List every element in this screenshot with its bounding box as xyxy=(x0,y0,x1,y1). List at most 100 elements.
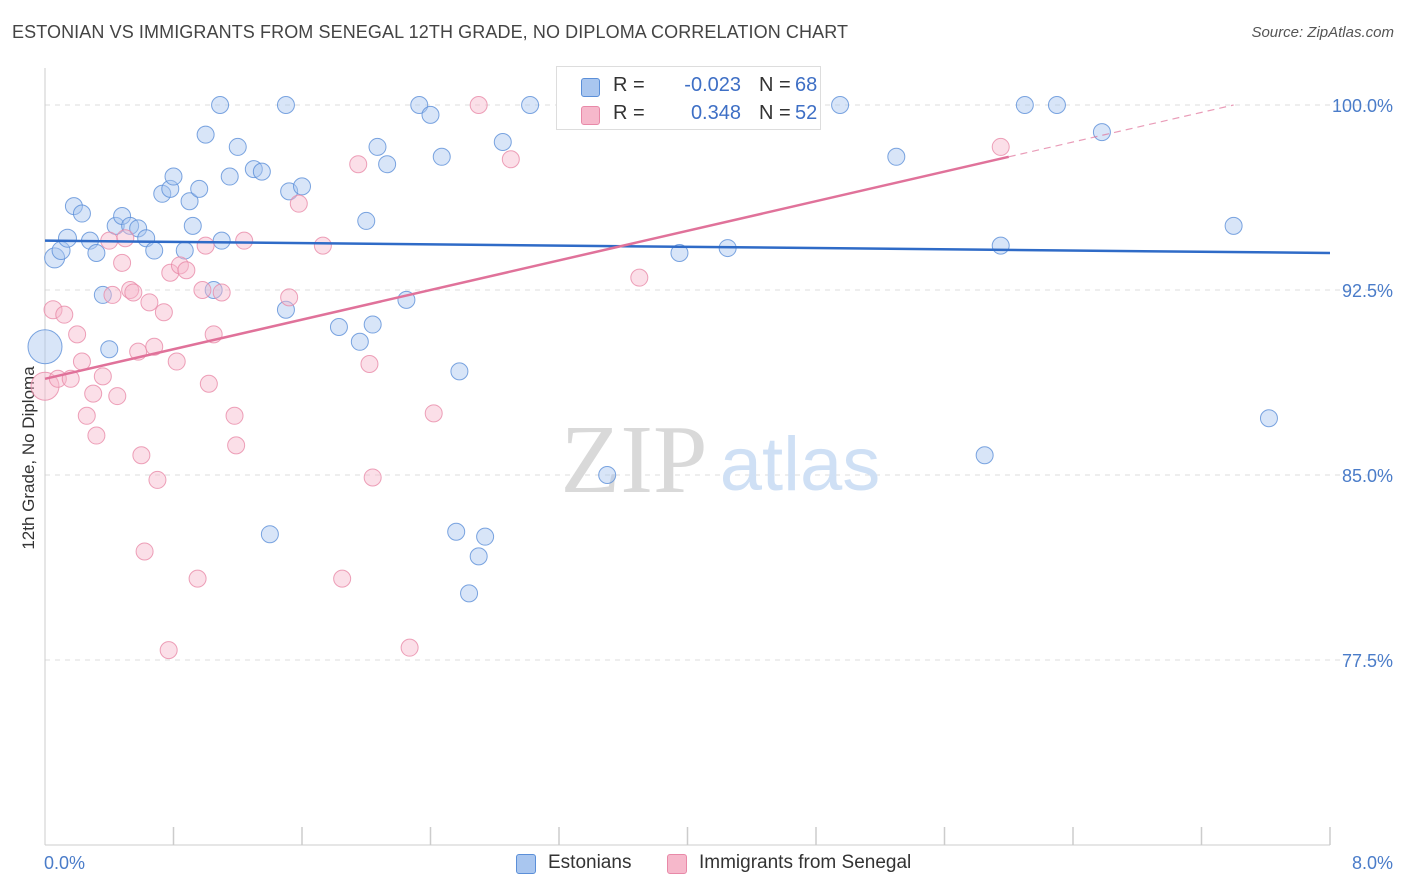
estonians-point xyxy=(212,231,231,250)
estonians-point xyxy=(293,177,311,196)
senegal-point xyxy=(148,470,167,489)
estonians-point xyxy=(450,362,469,381)
senegal-point xyxy=(121,281,140,299)
estonians-point xyxy=(831,96,850,114)
senegal-point xyxy=(167,352,186,371)
chart-title: ESTONIAN VS IMMIGRANTS FROM SENEGAL 12TH… xyxy=(12,22,849,42)
senegal-point xyxy=(108,387,127,406)
watermark-zip: ZIP xyxy=(561,406,708,514)
senegal-point xyxy=(349,155,368,174)
n-label: N = xyxy=(759,102,791,124)
estonians-point xyxy=(378,155,397,174)
source-label: Source: ZipAtlas.com xyxy=(1251,24,1394,41)
estonians-point xyxy=(145,241,164,260)
watermark: ZIP atlas xyxy=(561,406,881,514)
estonians-point xyxy=(260,525,279,544)
senegal-point xyxy=(280,288,299,307)
senegal-point xyxy=(84,384,103,403)
senegal-point xyxy=(124,283,143,302)
estonians-point xyxy=(100,340,119,359)
points-layer xyxy=(27,96,1278,660)
estonians-point xyxy=(183,216,202,235)
senegal-point xyxy=(225,406,244,425)
senegal-point xyxy=(77,406,96,425)
estonians-swatch xyxy=(516,854,536,874)
correlation-legend: R = -0.023 N = 68 R = 0.348 N = 52 xyxy=(556,66,821,130)
estonians-point xyxy=(670,244,689,262)
senegal-trend-line xyxy=(44,155,1010,381)
estonians-point xyxy=(363,315,382,334)
senegal-point xyxy=(188,569,207,588)
senegal-point xyxy=(313,236,332,255)
senegal-point xyxy=(145,337,164,356)
legend-label: Immigrants from Senegal xyxy=(699,852,912,873)
estonians-point xyxy=(57,228,77,248)
estonians-point xyxy=(220,167,239,186)
senegal-point xyxy=(469,96,488,114)
n-value: 68 xyxy=(795,74,818,96)
y-tick-label: 77.5% xyxy=(1342,651,1393,671)
senegal-point xyxy=(132,446,151,465)
estonians-point xyxy=(447,522,466,541)
estonians-point xyxy=(1092,123,1111,142)
senegal-point xyxy=(630,268,649,287)
n-value: 52 xyxy=(795,102,818,124)
estonians-point xyxy=(521,96,540,114)
estonians-point xyxy=(476,527,495,546)
senegal-point xyxy=(991,137,1010,156)
axis-layer xyxy=(44,68,1331,846)
estonians-point xyxy=(164,167,183,186)
senegal-point xyxy=(103,285,122,304)
estonians-point xyxy=(1047,96,1066,114)
senegal-point xyxy=(227,436,246,455)
estonians-point xyxy=(1259,409,1278,428)
senegal-point xyxy=(177,261,196,280)
r-label: R = xyxy=(613,102,645,124)
estonians-point xyxy=(252,162,271,181)
estonians-point xyxy=(357,211,376,230)
estonians-point xyxy=(180,192,199,211)
senegal-point xyxy=(196,236,215,255)
senegal-point xyxy=(140,293,159,312)
senegal-point xyxy=(424,404,443,423)
estonians-point xyxy=(421,105,440,124)
senegal-point xyxy=(55,305,74,324)
y-tick-label: 85.0% xyxy=(1342,466,1393,486)
senegal-point xyxy=(72,352,91,371)
senegal-point xyxy=(135,542,154,561)
estonians-trend-line xyxy=(44,239,1331,255)
estonians-point xyxy=(276,96,295,114)
senegal-point xyxy=(501,150,520,169)
senegal-point xyxy=(212,283,231,302)
r-label: R = xyxy=(613,74,645,96)
estonians-point xyxy=(493,133,512,151)
estonians-point xyxy=(211,96,230,114)
estonians-point xyxy=(87,244,106,262)
senegal-point xyxy=(161,263,180,282)
estonians-point xyxy=(975,446,994,465)
legend-label: Estonians xyxy=(548,852,632,873)
senegal-point xyxy=(235,231,254,250)
senegal-point xyxy=(30,371,60,401)
grid-layer xyxy=(45,104,1390,661)
senegal-point xyxy=(333,569,352,588)
senegal-point xyxy=(289,194,308,213)
r-value: -0.023 xyxy=(684,74,741,96)
senegal-point xyxy=(154,303,173,322)
estonians-point xyxy=(228,137,247,156)
senegal-swatch xyxy=(581,106,600,125)
estonians-swatch xyxy=(581,78,600,97)
estonians-point xyxy=(190,179,209,198)
n-label: N = xyxy=(759,74,791,96)
senegal-swatch xyxy=(667,854,687,874)
estonians-point xyxy=(93,285,112,304)
senegal-point xyxy=(93,367,112,386)
y-tick-label: 92.5% xyxy=(1342,281,1393,301)
estonians-point xyxy=(1015,96,1034,114)
senegal-point xyxy=(193,281,212,299)
trend-layer xyxy=(44,104,1331,381)
estonians-point xyxy=(27,329,63,365)
estonians-point xyxy=(72,204,91,223)
estonians-point xyxy=(329,318,348,336)
r-value: 0.348 xyxy=(690,102,741,124)
